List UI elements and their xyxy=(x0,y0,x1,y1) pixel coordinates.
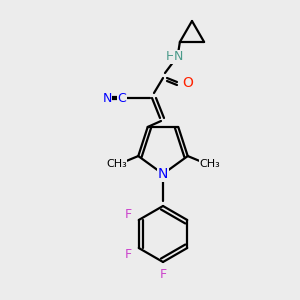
Text: O: O xyxy=(183,76,194,90)
Text: N: N xyxy=(158,167,168,181)
Text: N: N xyxy=(102,92,112,104)
Text: CH₃: CH₃ xyxy=(106,159,127,169)
Text: C: C xyxy=(118,92,126,104)
Text: H: H xyxy=(165,50,175,64)
Text: CH₃: CH₃ xyxy=(200,159,220,169)
Text: F: F xyxy=(125,248,132,260)
Text: N: N xyxy=(173,50,183,64)
Text: F: F xyxy=(159,268,167,281)
Text: F: F xyxy=(125,208,132,220)
